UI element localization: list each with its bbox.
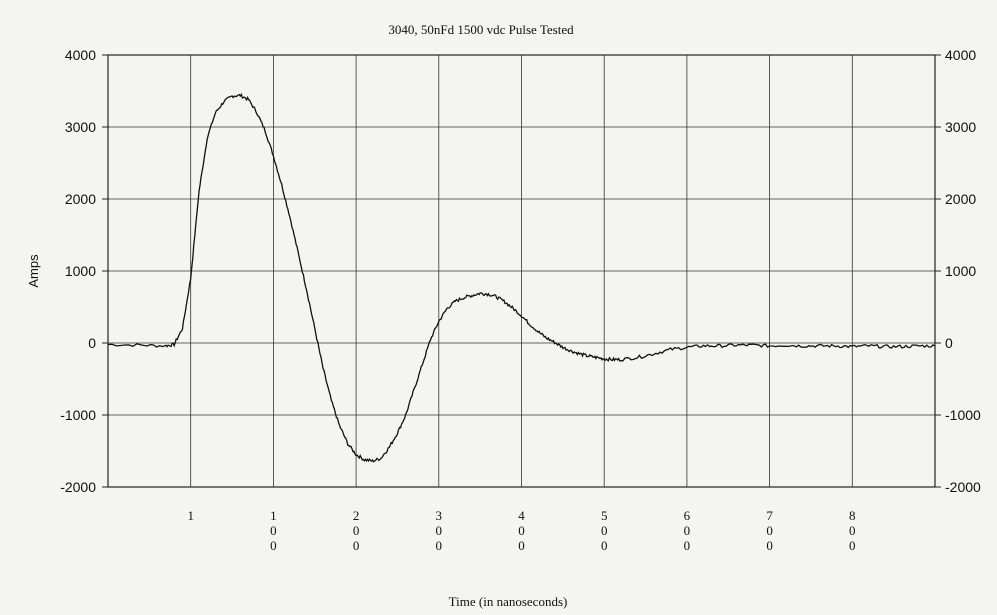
y-tick-label-right: 2000 bbox=[945, 191, 976, 207]
current-trace-line bbox=[107, 92, 936, 463]
chart-title: 3040, 50nFd 1500 vdc Pulse Tested bbox=[388, 22, 574, 37]
y-tick-label-right: -2000 bbox=[945, 479, 981, 495]
y-tick-label-right: 0 bbox=[945, 335, 953, 351]
y-tick-label: 1000 bbox=[65, 263, 96, 279]
y-tick-label-right: -1000 bbox=[945, 407, 981, 423]
plot-grid bbox=[108, 54, 935, 488]
y-tick-label: 3000 bbox=[65, 119, 96, 135]
y-axis-label: Amps bbox=[26, 254, 41, 288]
y-axis-left: 4000 3000 2000 1000 0 -1000 -2000 bbox=[60, 47, 108, 495]
y-tick-label-right: 3000 bbox=[945, 119, 976, 135]
y-tick-label-right: 1000 bbox=[945, 263, 976, 279]
y-tick-label: 0 bbox=[88, 335, 96, 351]
y-tick-label-right: 4000 bbox=[945, 47, 976, 63]
y-tick-label: -2000 bbox=[60, 479, 96, 495]
x-axis-label: Time (in nanoseconds) bbox=[449, 594, 568, 609]
y-tick-label: -1000 bbox=[60, 407, 96, 423]
y-tick-label: 2000 bbox=[65, 191, 96, 207]
x-axis: 1 1 0 0 2 0 0 3 0 0 4 0 0 5 0 0 6 0 0 7 0 0 8 0 0 bbox=[187, 508, 855, 553]
x-tick-label: 1 bbox=[187, 508, 194, 523]
y-tick-label: 4000 bbox=[65, 47, 96, 63]
y-axis-right: 4000 3000 2000 1000 0 -1000 -2000 bbox=[935, 47, 981, 495]
